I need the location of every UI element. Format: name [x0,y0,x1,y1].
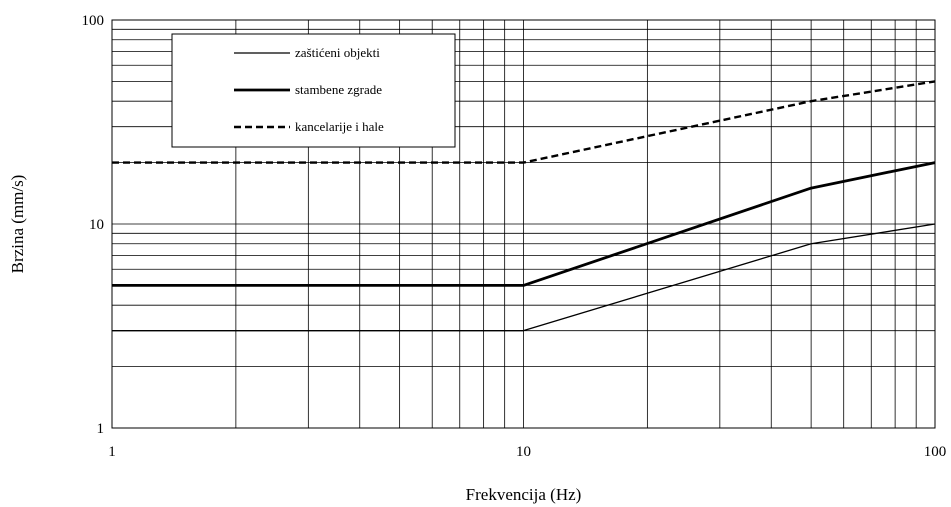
tick-labels: 1 10 100 1 10 100 [82,13,947,460]
series-line [112,223,936,332]
x-axis-label: Frekvencija (Hz) [466,485,582,504]
y-tick-label: 10 [89,217,104,233]
x-tick-label: 1 [108,444,116,460]
x-tick-label: 100 [924,444,947,460]
y-tick-label: 1 [97,421,105,437]
y-tick-label: 100 [82,13,105,29]
series-layer [112,80,936,332]
y-axis-label: Brzina (mm/s) [8,175,27,274]
x-tick-label: 10 [516,444,531,460]
series-line [112,161,936,287]
legend-label: stambene zgrade [295,82,382,97]
legend-box [171,33,456,148]
legend-label: kancelarije i hale [295,119,384,134]
legend-label: zaštićeni objekti [295,45,380,60]
grid [112,20,935,428]
legend: zaštićeni objekti stambene zgrade kancelar… [171,33,456,148]
